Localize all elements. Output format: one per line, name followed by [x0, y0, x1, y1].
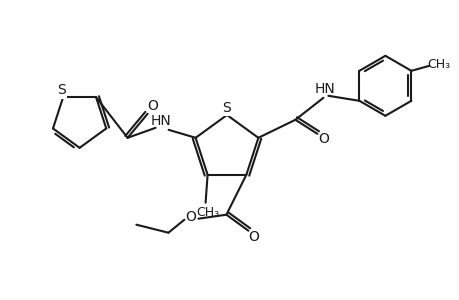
Text: CH₃: CH₃: [426, 58, 449, 71]
Text: O: O: [185, 210, 196, 224]
Text: HN: HN: [150, 114, 171, 128]
Text: O: O: [147, 99, 158, 113]
Text: O: O: [247, 230, 258, 244]
Text: S: S: [222, 101, 231, 115]
Text: HN: HN: [314, 82, 335, 96]
Text: S: S: [56, 83, 65, 97]
Text: O: O: [317, 132, 328, 146]
Text: CH₃: CH₃: [196, 206, 218, 219]
